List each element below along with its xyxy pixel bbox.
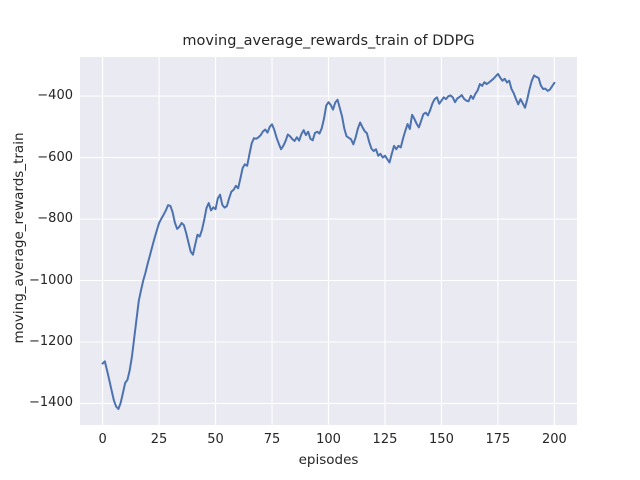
- chart-title: moving_average_rewards_train of DDPG: [182, 33, 475, 49]
- y-tick-label: −1200: [29, 333, 73, 349]
- x-tick-label: 200: [541, 432, 567, 447]
- x-tick-label: 100: [316, 432, 341, 447]
- x-tick-label: 175: [485, 432, 511, 447]
- plot-area: [80, 57, 577, 425]
- y-axis-label: moving_average_rewards_train: [11, 132, 27, 344]
- y-tick-label: −800: [37, 211, 73, 227]
- y-tick-label: −600: [37, 149, 73, 165]
- x-tick-label: 75: [263, 432, 281, 447]
- x-tick-label: 0: [98, 432, 107, 447]
- y-tick-label: −1000: [29, 272, 73, 288]
- x-tick-label: 25: [150, 432, 168, 447]
- x-tick-label: 50: [207, 432, 224, 447]
- x-tick-label: 150: [429, 432, 454, 447]
- y-tick-label: −400: [37, 88, 73, 104]
- x-tick-label: 125: [372, 432, 398, 447]
- y-tick-label: −1400: [29, 395, 73, 411]
- x-axis-label: episodes: [298, 452, 359, 468]
- data-line: [101, 72, 556, 411]
